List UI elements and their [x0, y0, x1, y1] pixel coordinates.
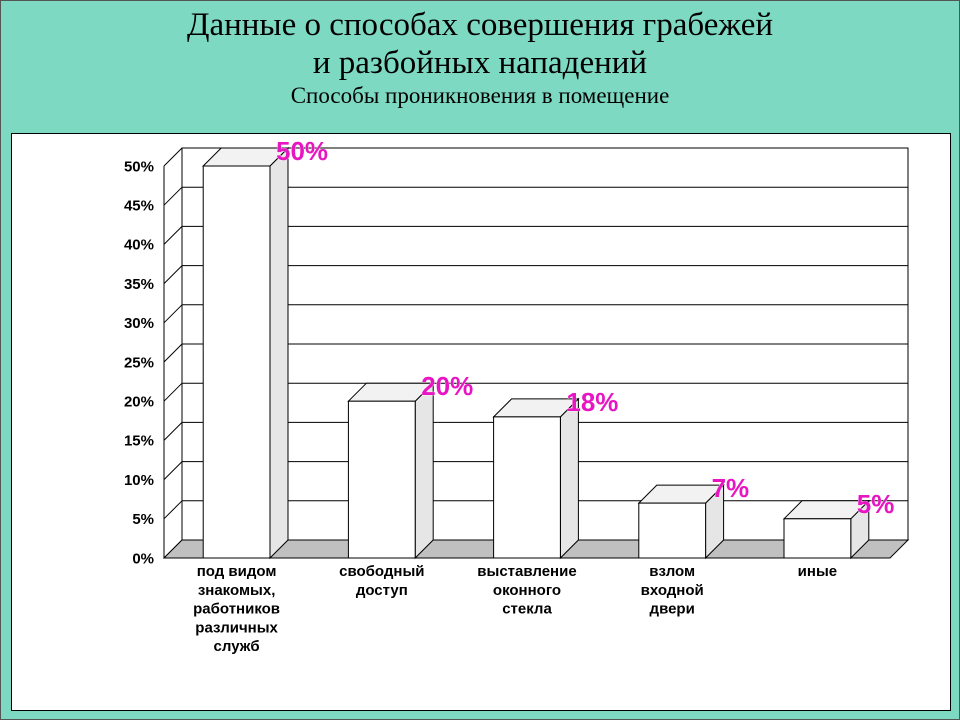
svg-text:40%: 40%	[124, 237, 154, 254]
svg-text:10%: 10%	[124, 472, 154, 489]
svg-text:45%: 45%	[124, 197, 154, 214]
title-block: Данные о способах совершения грабежей и …	[1, 1, 959, 109]
bar-value-label: 20%	[421, 371, 473, 401]
svg-text:30%: 30%	[124, 315, 154, 332]
category-label: выставлениеоконногостекла	[477, 563, 576, 618]
title-line-2: и разбойных нападений	[1, 45, 959, 83]
bar-value-label: 18%	[566, 387, 618, 417]
bar-value-label: 5%	[857, 489, 895, 519]
svg-text:25%: 25%	[124, 354, 154, 371]
svg-text:5%: 5%	[132, 511, 154, 528]
category-label: взломвходнойдвери	[641, 563, 704, 618]
bar-value-label: 50%	[276, 136, 328, 166]
title-subtitle: Способы проникновения в помещение	[1, 83, 959, 109]
category-label: свободныйдоступ	[339, 563, 424, 599]
category-label: под видомзнакомых,работниковразличныхслу…	[193, 563, 280, 655]
svg-text:0%: 0%	[132, 550, 154, 567]
slide: Данные о способах совершения грабежей и …	[0, 0, 960, 720]
svg-text:15%: 15%	[124, 433, 154, 450]
bar-value-label: 7%	[712, 473, 750, 503]
category-label: иные	[798, 563, 837, 580]
bar-chart: 0% 5% 10% 15% 20% 25% 30% 35% 40% 45% 50% 50% 20% 18%…	[12, 134, 952, 712]
svg-text:20%: 20%	[124, 393, 154, 410]
svg-text:50%: 50%	[124, 158, 154, 175]
title-line-1: Данные о способах совершения грабежей	[1, 7, 959, 45]
svg-text:35%: 35%	[124, 276, 154, 293]
chart-container: 0% 5% 10% 15% 20% 25% 30% 35% 40% 45% 50% 50% 20% 18%…	[11, 133, 951, 711]
